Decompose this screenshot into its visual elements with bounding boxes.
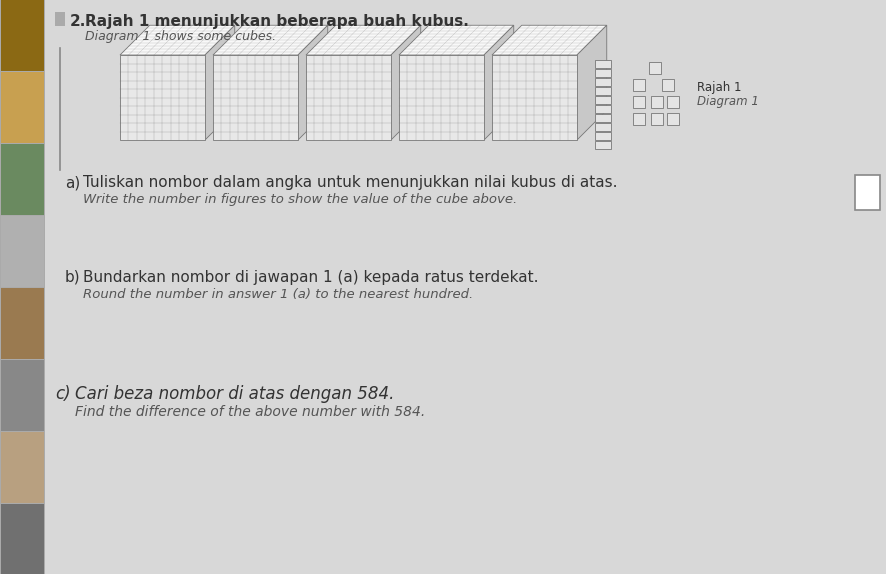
Text: a): a) <box>65 175 80 190</box>
Text: Find the difference of the above number with 584.: Find the difference of the above number … <box>75 405 424 419</box>
Bar <box>666 96 678 108</box>
Bar <box>661 79 673 91</box>
Text: b): b) <box>65 270 81 285</box>
Bar <box>1 504 44 574</box>
Polygon shape <box>492 25 606 55</box>
Text: Tuliskan nombor dalam angka untuk menunjukkan nilai kubus di atas.: Tuliskan nombor dalam angka untuk menunj… <box>83 175 617 190</box>
Bar <box>1 216 44 287</box>
Polygon shape <box>399 25 513 55</box>
Bar <box>1 0 44 71</box>
Polygon shape <box>306 25 420 55</box>
Polygon shape <box>213 55 298 140</box>
Bar <box>595 69 610 77</box>
Polygon shape <box>484 25 513 140</box>
Bar <box>595 105 610 113</box>
Text: Cari beza nombor di atas dengan 584.: Cari beza nombor di atas dengan 584. <box>75 385 394 403</box>
Bar <box>595 114 610 122</box>
Bar <box>633 96 644 108</box>
Bar <box>633 79 644 91</box>
Polygon shape <box>391 25 420 140</box>
Text: Rajah 1 menunjukkan beberapa buah kubus.: Rajah 1 menunjukkan beberapa buah kubus. <box>85 14 469 29</box>
Bar <box>595 132 610 140</box>
Text: 2.: 2. <box>70 14 86 29</box>
Bar <box>1 360 44 431</box>
Bar <box>0 0 45 574</box>
Bar <box>666 113 678 125</box>
Text: Diagram 1: Diagram 1 <box>696 95 758 108</box>
Polygon shape <box>399 55 484 140</box>
Bar <box>649 96 662 108</box>
Bar <box>595 123 610 131</box>
Bar <box>595 96 610 104</box>
Bar <box>1 288 44 359</box>
Polygon shape <box>492 55 577 140</box>
Bar <box>595 60 610 68</box>
Text: Diagram 1 shows some cubes.: Diagram 1 shows some cubes. <box>85 30 276 43</box>
Bar <box>1 144 44 215</box>
Polygon shape <box>120 55 205 140</box>
Polygon shape <box>205 25 235 140</box>
Bar <box>595 78 610 86</box>
Polygon shape <box>306 55 391 140</box>
FancyBboxPatch shape <box>854 175 879 210</box>
Polygon shape <box>213 25 328 55</box>
Polygon shape <box>120 25 235 55</box>
Text: Bundarkan nombor di jawapan 1 (a) kepada ratus terdekat.: Bundarkan nombor di jawapan 1 (a) kepada… <box>83 270 538 285</box>
Polygon shape <box>298 25 328 140</box>
Bar <box>1 432 44 503</box>
Bar <box>595 141 610 149</box>
Bar <box>649 62 660 74</box>
Text: c): c) <box>55 385 71 403</box>
Bar <box>595 87 610 95</box>
Text: Rajah 1: Rajah 1 <box>696 81 741 94</box>
Bar <box>1 72 44 143</box>
Text: Write the number in figures to show the value of the cube above.: Write the number in figures to show the … <box>83 193 517 206</box>
Polygon shape <box>577 25 606 140</box>
Bar <box>633 113 644 125</box>
Bar <box>649 113 662 125</box>
Text: Round the number in answer 1 (a) to the nearest hundred.: Round the number in answer 1 (a) to the … <box>83 288 473 301</box>
Bar <box>55 12 65 26</box>
